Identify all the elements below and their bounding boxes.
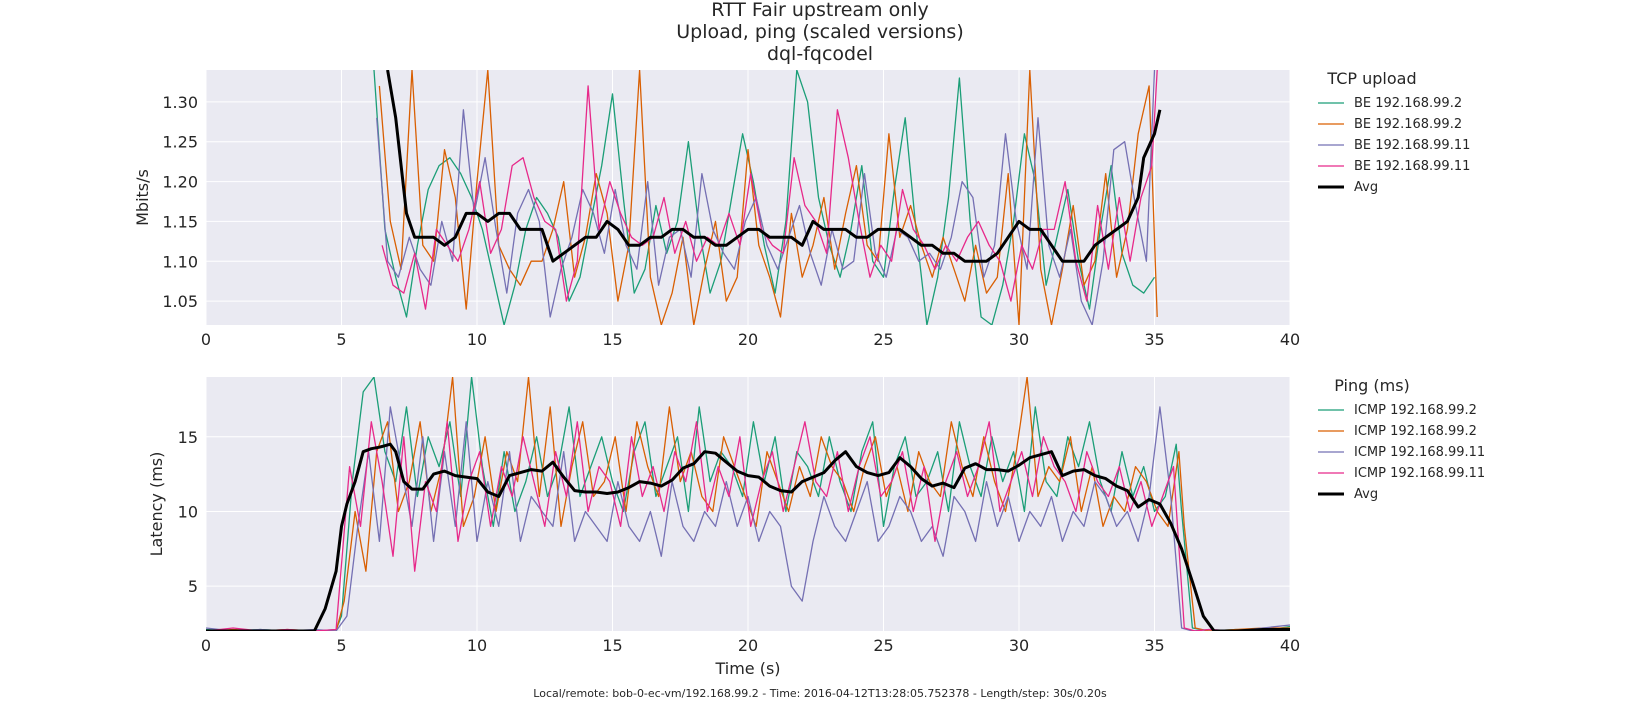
legend-title: Ping (ms) [1334, 376, 1410, 395]
y-axis-label: Latency (ms) [147, 452, 166, 557]
x-tick-label: 15 [602, 330, 622, 349]
y-tick-label: 1.15 [162, 212, 198, 231]
legend-item-label: Avg [1354, 180, 1378, 195]
x-tick-label: 20 [738, 330, 758, 349]
legend-item-label: ICMP 192.168.99.2 [1354, 424, 1477, 439]
x-tick-label: 35 [1144, 330, 1164, 349]
y-tick-label: 10 [178, 502, 198, 521]
series-line [206, 377, 1290, 631]
series-line [206, 442, 1290, 631]
series-line [206, 421, 1290, 631]
x-tick-label: 35 [1144, 636, 1164, 655]
legend-item-label: ICMP 192.168.99.11 [1354, 445, 1485, 460]
chart-title-line-3: dql-fqcodel [767, 43, 873, 65]
series-line [376, 70, 1156, 325]
x-tick-label: 0 [201, 636, 211, 655]
x-tick-label: 25 [873, 636, 893, 655]
series-line [206, 377, 1290, 631]
series-lines [206, 377, 1290, 631]
series-lines [373, 70, 1162, 325]
legend-item-label: ICMP 192.168.99.11 [1354, 466, 1485, 481]
y-tick-label: 1.30 [162, 93, 198, 112]
legend-item-label: BE 192.168.99.2 [1354, 117, 1462, 132]
legend-item-label: BE 192.168.99.11 [1354, 138, 1470, 153]
y-tick-label: 5 [188, 577, 198, 596]
ping-panel: 0 5 10 15 20 25 30 35 40 5 10 15 Latency (ms) Time (s… [147, 376, 1485, 678]
footer-metadata: Local/remote: bob-0-ec-vm/192.168.99.2 -… [533, 687, 1107, 700]
x-tick-label: 5 [336, 330, 346, 349]
x-tick-label: 10 [467, 330, 487, 349]
chart-title-line-2: Upload, ping (scaled versions) [676, 21, 964, 43]
x-tick-label: 40 [1280, 330, 1300, 349]
x-tick-label: 40 [1280, 636, 1300, 655]
series-line [373, 70, 1156, 325]
y-tick-label: 1.20 [162, 173, 198, 192]
series-line [206, 406, 1290, 631]
legend-item-label: BE 192.168.99.11 [1354, 159, 1470, 174]
legend-item-label: Avg [1354, 487, 1378, 502]
y-axis-label: Mbits/s [133, 169, 152, 226]
x-tick-label: 25 [873, 330, 893, 349]
legend-item-label: ICMP 192.168.99.2 [1354, 403, 1477, 418]
x-axis-label: Time (s) [714, 659, 780, 678]
y-tick-label: 1.10 [162, 252, 198, 271]
x-tick-label: 5 [336, 636, 346, 655]
series-line [381, 70, 1158, 310]
x-tick-label: 15 [602, 636, 622, 655]
y-tick-label: 15 [178, 428, 198, 447]
chart-title-line-1: RTT Fair upstream only [711, 0, 929, 21]
x-tick-label: 30 [1009, 330, 1029, 349]
series-line [386, 70, 1162, 263]
x-tick-label: 30 [1009, 636, 1029, 655]
tcp-upload-panel: 0 5 10 15 20 25 30 35 40 1.05 1.10 1.15 1.20 1.25 1.30… [133, 69, 1470, 349]
x-tick-label: 20 [738, 636, 758, 655]
x-tick-label: 10 [467, 636, 487, 655]
legend-title: TCP upload [1326, 69, 1416, 88]
y-tick-label: 1.25 [162, 133, 198, 152]
legend-item-label: BE 192.168.99.2 [1354, 96, 1462, 111]
x-tick-label: 0 [201, 330, 211, 349]
y-tick-label: 1.05 [162, 292, 198, 311]
